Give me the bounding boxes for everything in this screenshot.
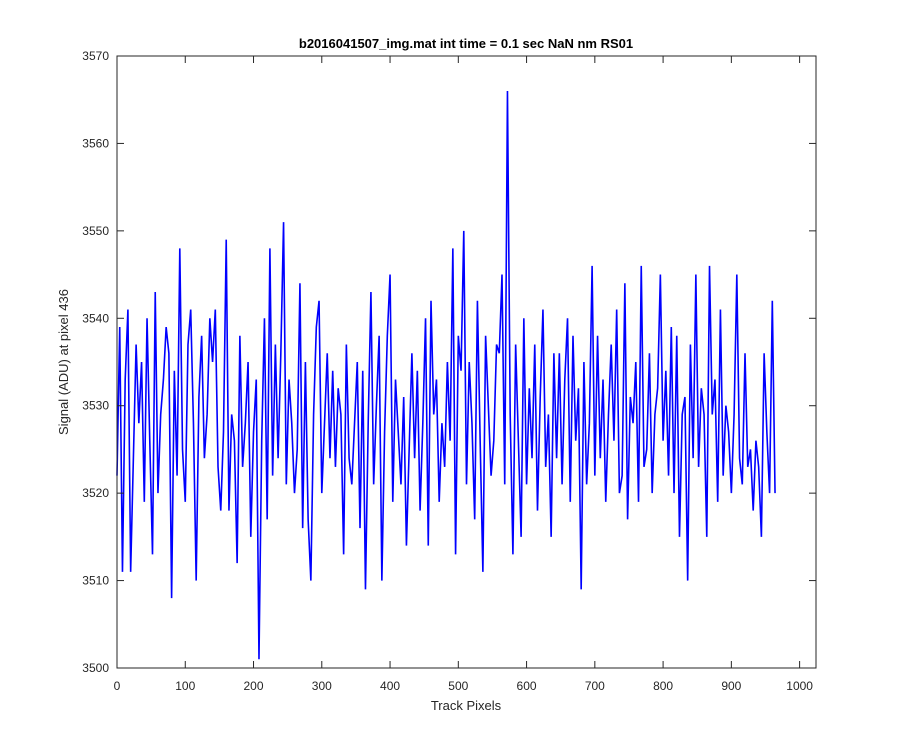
x-axis-label: Track Pixels [431,698,502,713]
y-tick-label: 3520 [82,486,109,500]
x-tick-label: 0 [114,679,121,693]
x-tick-label: 600 [517,679,537,693]
x-tick-label: 900 [721,679,741,693]
x-tick-label: 100 [175,679,195,693]
x-tick-label: 800 [653,679,673,693]
x-axis-ticks: 0 100 200 300 400 500 600 700 800 900 1000 [114,56,813,693]
x-tick-label: 200 [244,679,264,693]
series-layer [116,90,776,660]
y-tick-label: 3510 [82,574,109,588]
plot-area [117,56,816,668]
axes-box [116,55,817,669]
y-tick-label: 3560 [82,136,109,150]
x-tick-label: 500 [448,679,468,693]
chart-title: b2016041507_img.mat int time = 0.1 sec N… [299,36,633,51]
y-tick-label: 3570 [82,49,109,63]
y-tick-label: 3500 [82,661,109,675]
x-tick-label: 300 [312,679,332,693]
y-axis-label: Signal (ADU) at pixel 436 [56,289,71,435]
y-axis-ticks: 3500 3510 3520 3530 3540 3550 3560 3570 [82,49,816,675]
x-tick-label: 400 [380,679,400,693]
series-line-0 [116,90,776,660]
x-tick-label: 700 [585,679,605,693]
y-tick-label: 3530 [82,399,109,413]
x-tick-label: 1000 [786,679,813,693]
y-tick-label: 3550 [82,224,109,238]
y-tick-label: 3540 [82,311,109,325]
